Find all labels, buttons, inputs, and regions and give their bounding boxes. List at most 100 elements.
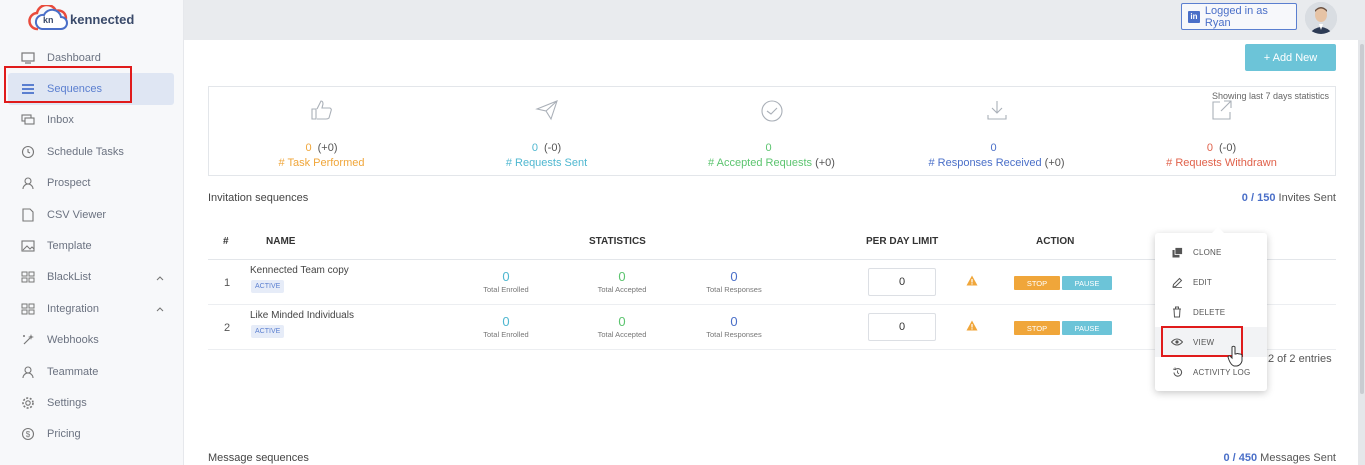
pencil-icon: [1171, 276, 1183, 288]
action-dropdown-menu: CLONE EDIT DELETE VIEW ACTIVITY LOG: [1155, 227, 1267, 391]
metric-label: Total Responses: [706, 285, 762, 294]
sidebar-item-template[interactable]: Template: [0, 230, 184, 261]
sidebar-item-prospect[interactable]: Prospect: [0, 168, 184, 199]
menu-arrow: [1211, 227, 1225, 234]
per-day-limit-input[interactable]: 0: [868, 268, 936, 296]
sidebar-item-teammate[interactable]: Teammate: [0, 356, 184, 387]
table-row: 1 Kennected Team copy ACTIVE 0 Total Enr…: [208, 260, 1336, 305]
messages-sent-suffix: Messages Sent: [1260, 452, 1336, 464]
eye-icon: [1171, 336, 1183, 348]
menu-item-edit[interactable]: EDIT: [1155, 267, 1267, 297]
stat-accepted-requests: 0 # Accepted Requests (+0): [659, 87, 884, 177]
invites-sent-count: 0: [1241, 192, 1248, 204]
sidebar-item-label: Schedule Tasks: [47, 145, 124, 158]
invites-sent-suffix: Invites Sent: [1278, 192, 1336, 204]
download-icon: [985, 99, 1009, 124]
metric-total-enrolled: 0 Total Enrolled: [461, 314, 551, 340]
login-status-label: Logged in as Ryan: [1204, 4, 1268, 29]
sidebar-item-csv-viewer[interactable]: CSV Viewer: [0, 199, 184, 230]
sidebar-item-label: Integration: [47, 302, 99, 315]
messages-sent-counter: 0 / 450 Messages Sent: [1223, 452, 1336, 464]
sidebar-item-inbox[interactable]: Inbox: [0, 105, 184, 136]
stop-button[interactable]: STOP: [1014, 321, 1060, 335]
sidebar-item-label: CSV Viewer: [47, 208, 107, 221]
sidebar-item-blacklist[interactable]: BlackList: [0, 262, 184, 293]
metric-total-accepted: 0 Total Accepted: [577, 270, 667, 295]
grid-icon: [20, 301, 36, 317]
column-header-name[interactable]: NAME: [266, 236, 296, 247]
sequence-name-link[interactable]: Kennected Team copy: [250, 265, 349, 276]
sidebar-item-schedule-tasks[interactable]: Schedule Tasks: [0, 136, 184, 167]
stat-value: 0: [305, 142, 312, 154]
pause-button[interactable]: PAUSE: [1062, 321, 1112, 335]
stat-requests-withdrawn: 0 (-0) # Requests Withdrawn: [1109, 87, 1334, 177]
stat-value: 0: [990, 142, 997, 154]
stat-responses-received: 0 # Responses Received (+0): [884, 87, 1109, 177]
stat-label-delta: (+0): [815, 157, 835, 169]
stat-task-performed: 0 (+0) # Task Performed: [209, 87, 434, 177]
menu-item-clone[interactable]: CLONE: [1155, 237, 1267, 267]
column-header-statistics: STATISTICS: [589, 236, 646, 247]
svg-text:$: $: [26, 430, 31, 439]
sidebar-item-integration[interactable]: Integration: [0, 293, 184, 324]
sidebar-item-dashboard[interactable]: Dashboard: [0, 42, 184, 73]
status-badge: ACTIVE: [251, 280, 285, 293]
warning-icon[interactable]: [966, 320, 978, 334]
stat-label: # Requests Withdrawn: [1166, 157, 1277, 169]
login-status-button[interactable]: in Logged in as Ryan: [1181, 3, 1297, 30]
menu-item-view[interactable]: VIEW: [1155, 327, 1267, 357]
file-icon: [20, 207, 36, 223]
sidebar-item-label: BlackList: [47, 271, 92, 284]
chevron-up-icon[interactable]: [156, 272, 164, 284]
sidebar-item-sequences[interactable]: Sequences: [8, 73, 174, 105]
check-circle-icon: [760, 99, 784, 126]
stat-label-delta: (+0): [1044, 157, 1065, 169]
metric-label: Total Enrolled: [483, 285, 529, 294]
metric-value: 0: [502, 314, 510, 329]
avatar[interactable]: [1305, 2, 1337, 34]
sidebar-item-settings[interactable]: Settings: [0, 387, 184, 418]
menu-item-label: DELETE: [1193, 307, 1226, 317]
metric-total-responses: 0 Total Responses: [689, 315, 779, 340]
stat-delta: (+0): [317, 142, 338, 154]
message-sequences-title: Message sequences: [208, 452, 309, 464]
table-row: 2 Like Minded Individuals ACTIVE 0 Total…: [208, 305, 1336, 350]
pause-button[interactable]: PAUSE: [1062, 276, 1112, 290]
invites-sent-counter: 0 / 150 Invites Sent: [1242, 192, 1336, 204]
trash-icon: [1171, 306, 1183, 318]
messages-sent-count: 0: [1223, 452, 1230, 464]
chevron-up-icon[interactable]: [156, 303, 164, 315]
stop-button[interactable]: STOP: [1014, 276, 1060, 290]
logo[interactable]: kn kennected: [28, 3, 134, 34]
sidebar-item-webhooks[interactable]: Webhooks: [0, 325, 184, 356]
stat-delta: (-0): [544, 142, 562, 154]
history-icon: [1171, 366, 1183, 378]
metric-value: 0: [502, 269, 510, 284]
sidebar-item-label: Teammate: [47, 365, 99, 378]
stat-value: 0: [1206, 142, 1213, 154]
menu-item-label: EDIT: [1193, 277, 1213, 287]
cloud-logo-icon: kn: [28, 3, 68, 33]
menu-item-delete[interactable]: DELETE: [1155, 297, 1267, 327]
stat-label: # Responses Received: [928, 157, 1042, 169]
stat-requests-sent: 0 (-0) # Requests Sent: [434, 87, 659, 177]
sequence-name-link[interactable]: Like Minded Individuals: [250, 310, 354, 321]
user-icon: [20, 175, 36, 191]
sidebar-nav: Dashboard Sequences Inbox Schedule Tasks…: [0, 42, 184, 450]
add-new-button[interactable]: + Add New: [1245, 44, 1336, 71]
sidebar-item-label: Prospect: [47, 177, 91, 190]
sidebar-item-label: Sequences: [47, 83, 103, 96]
hand-cursor-icon: [1227, 345, 1245, 370]
menu-item-activity-log[interactable]: ACTIVITY LOG: [1155, 357, 1267, 387]
status-badge: ACTIVE: [251, 325, 285, 338]
sidebar: kn kennected Dashboard Sequences Inbox S…: [0, 0, 184, 465]
top-header: [184, 0, 1365, 40]
page-scrollbar-thumb[interactable]: [1360, 44, 1364, 394]
grid-icon: [20, 269, 36, 285]
user-icon: [20, 364, 36, 380]
sidebar-item-pricing[interactable]: $ Pricing: [0, 419, 184, 450]
metric-label: Total Enrolled: [483, 330, 529, 339]
warning-icon[interactable]: [966, 275, 978, 289]
per-day-limit-input[interactable]: 0: [868, 313, 936, 341]
sidebar-item-label: Webhooks: [47, 334, 99, 347]
